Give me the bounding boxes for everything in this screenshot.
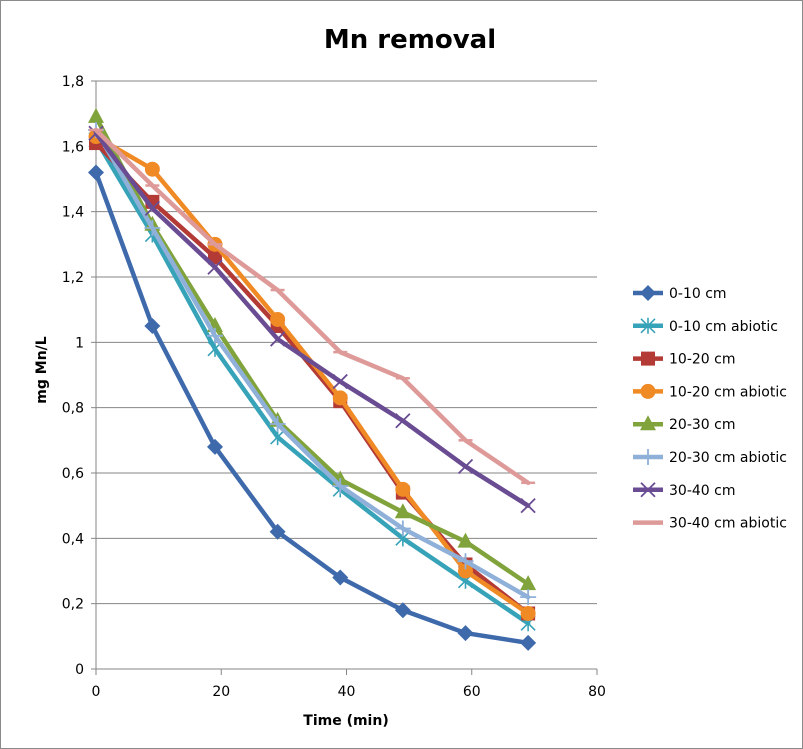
data-point — [88, 125, 104, 141]
y-tick-labels: 0 0,2 0,4 0,6 0,8 1 1,2 1,4 1,6 1,8 — [62, 74, 84, 678]
legend-item: 0-10 cm abiotic — [633, 317, 778, 335]
legend-label: 20-30 cm — [669, 417, 735, 433]
data-point — [394, 503, 411, 519]
series-0 — [88, 164, 537, 651]
data-point — [269, 416, 286, 432]
data-point — [144, 161, 160, 177]
data-point — [144, 318, 161, 334]
y-axis-label: mg Mn/L — [34, 336, 50, 403]
series-7 — [89, 127, 536, 486]
series-line — [93, 114, 531, 587]
data-point — [395, 413, 411, 429]
data-point — [332, 478, 349, 495]
legend-label: 0-10 cm abiotic — [669, 319, 778, 335]
data-point — [270, 311, 286, 327]
data-point — [206, 327, 223, 344]
y-tick-label: 1,6 — [62, 139, 84, 155]
legend-label: 10-20 cm — [669, 352, 735, 368]
data-point — [269, 523, 286, 540]
data-point — [144, 220, 161, 236]
data-point — [395, 481, 411, 497]
x-tick-label: 20 — [212, 684, 230, 700]
series-4 — [88, 107, 537, 591]
series-5 — [88, 122, 537, 606]
data-point — [332, 390, 348, 406]
y-tick-label: 1,4 — [62, 205, 84, 221]
legend-marker — [641, 351, 655, 366]
legend: 0-10 cm 0-10 cm abiotic 10-20 cm 10-20 cm a… — [633, 285, 787, 532]
legend-label: 10-20 cm abiotic — [669, 384, 787, 400]
legend-marker — [640, 482, 656, 498]
data-point — [207, 259, 223, 275]
series-line — [93, 140, 531, 616]
y-tick-label: 0 — [75, 662, 84, 678]
data-point — [269, 331, 286, 347]
x-tick-label: 40 — [338, 684, 356, 700]
legend-item: 30-40 cm — [633, 482, 735, 499]
series-line — [93, 137, 531, 626]
data-point — [332, 373, 348, 390]
data-point — [144, 200, 160, 217]
legend-label: 30-40 cm abiotic — [669, 516, 787, 532]
y-tick-label: 0,8 — [62, 401, 84, 417]
x-tick-label: 80 — [588, 684, 606, 700]
series-line — [93, 170, 531, 646]
data-point — [520, 634, 537, 651]
data-point — [457, 625, 474, 642]
legend-marker — [640, 285, 656, 301]
series-line — [93, 127, 531, 486]
x-tick-label: 60 — [463, 684, 481, 700]
legend-label: 0-10 cm — [669, 286, 727, 302]
y-tick-label: 1 — [75, 335, 84, 351]
y-tick-label: 0,4 — [62, 531, 84, 547]
legend-marker — [640, 415, 656, 431]
legend-marker — [640, 449, 656, 465]
x-axis-label: Time (min) — [303, 713, 388, 729]
series-group — [88, 107, 537, 651]
data-point — [457, 458, 474, 475]
y-tick-label: 1,8 — [62, 74, 84, 90]
series-6 — [88, 125, 536, 514]
data-point — [206, 438, 223, 455]
data-point — [88, 107, 104, 123]
y-tick-label: 0,6 — [62, 466, 84, 482]
gridlines — [96, 80, 597, 605]
legend-label: 20-30 cm abiotic — [669, 450, 787, 466]
data-point — [457, 563, 473, 579]
x-tick-label: 0 — [92, 684, 101, 700]
legend-item: 20-30 cm — [633, 415, 735, 433]
series-line — [93, 127, 531, 600]
data-point — [394, 602, 411, 619]
legend-label: 30-40 cm — [669, 483, 735, 499]
data-point — [520, 589, 537, 606]
legend-marker — [640, 317, 656, 334]
data-point — [332, 569, 349, 586]
legend-item: 30-40 cm abiotic — [633, 516, 787, 532]
legend-item: 20-30 cm abiotic — [633, 449, 787, 466]
chart-title: Mn removal — [324, 25, 496, 55]
legend-item: 0-10 cm — [633, 285, 727, 302]
legend-item: 10-20 cm — [633, 351, 735, 368]
data-point — [394, 520, 411, 537]
data-point — [520, 498, 536, 514]
data-point — [457, 553, 474, 570]
x-tick-labels: 0 20 40 60 80 — [92, 684, 606, 700]
data-point — [520, 575, 537, 591]
data-point — [457, 532, 474, 548]
legend-item: 10-20 cm abiotic — [633, 383, 787, 400]
y-tick-label: 0,2 — [62, 597, 84, 613]
data-point — [88, 164, 104, 181]
legend-marker — [640, 383, 656, 399]
data-point — [520, 605, 536, 621]
series-line — [93, 131, 531, 508]
y-tick-label: 1,2 — [62, 270, 84, 286]
